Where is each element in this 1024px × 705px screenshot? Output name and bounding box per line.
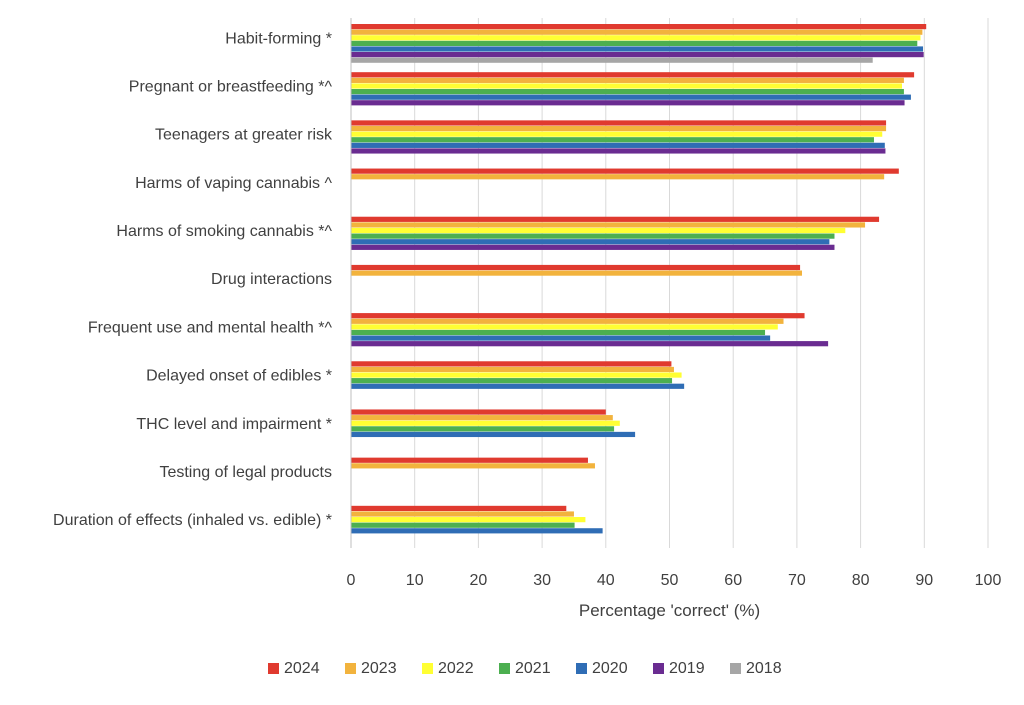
x-tick-label: 60 [724,572,742,589]
bar-2019-6 [351,341,829,347]
x-tick-label: 40 [597,572,615,589]
legend-label-2022: 2022 [438,660,474,677]
bar-2022-4 [351,227,846,234]
bar-2023-3 [351,174,885,180]
x-tick-label: 30 [533,572,551,589]
legend-swatch-2021 [499,663,510,674]
bar-2023-2 [351,125,887,132]
bar-2020-6 [351,335,771,341]
bar-2020-10 [351,528,603,534]
bar-2021-8 [351,426,615,432]
bar-2024-0 [351,24,927,30]
bar-2020-1 [351,94,911,100]
bar-2022-7 [351,372,682,378]
legend-label-2021: 2021 [515,660,551,677]
bar-2021-10 [351,522,575,528]
bar-layer [351,24,927,534]
legend: 2024 2023 2022 2021 2020 2019 2018 [268,660,782,677]
bar-2024-5 [351,264,801,271]
bar-2022-6 [351,324,778,330]
category-labels: Habit-forming * Pregnant or breastfeeding… [53,30,333,529]
bar-2023-4 [351,222,866,228]
bar-2024-6 [351,313,805,319]
legend-label-2018: 2018 [746,660,782,677]
bar-2024-9 [351,457,588,463]
category-label: Teenagers at greater risk [155,127,333,144]
grid-layer [414,18,989,548]
x-tick-label: 10 [406,572,424,589]
bar-2024-7 [351,361,672,367]
bar-2020-0 [351,46,924,52]
bar-2023-1 [351,77,904,83]
x-tick-label: 80 [852,572,870,589]
bar-2022-10 [351,517,586,523]
bar-2024-3 [351,168,899,174]
bar-2022-0 [351,35,921,41]
category-label: Delayed onset of edibles * [146,368,332,385]
bar-2024-8 [351,409,606,415]
bar-2023-0 [351,29,923,35]
bar-2023-5 [351,270,802,276]
category-label: Duration of effects (inhaled vs. edible)… [53,512,332,529]
bar-2023-7 [351,366,674,373]
bar-2021-7 [351,378,673,384]
legend-swatch-2024 [268,663,279,674]
legend-swatch-2018 [730,663,741,674]
bar-2019-2 [351,148,886,154]
bar-2023-10 [351,511,574,517]
category-label: Harms of vaping cannabis ^ [135,175,332,192]
x-tick-label: 70 [788,572,806,589]
bar-2020-8 [351,431,636,438]
bar-2019-4 [351,244,835,250]
x-tick-label: 90 [915,572,933,589]
bar-2023-6 [351,318,784,324]
legend-swatch-2023 [345,663,356,674]
bar-2023-8 [351,415,613,421]
x-tick-label: 50 [661,572,679,589]
bar-2021-2 [351,137,874,143]
x-axis-title: Percentage 'correct' (%) [579,601,760,620]
legend-swatch-2019 [653,663,664,674]
legend-label-2023: 2023 [361,660,397,677]
bar-2024-2 [351,120,887,126]
bar-2024-1 [351,72,915,78]
category-label: THC level and impairment * [136,416,332,433]
bar-2019-0 [351,52,924,58]
bar-2021-4 [351,233,835,239]
bar-2022-2 [351,131,883,137]
legend-label-2020: 2020 [592,660,628,677]
category-label: Harms of smoking cannabis *^ [116,223,332,240]
bar-2020-7 [351,383,685,389]
bar-2020-2 [351,142,885,148]
bar-2019-1 [351,100,905,106]
x-tick-label: 20 [470,572,488,589]
legend-swatch-2022 [422,663,433,674]
legend-swatch-2020 [576,663,587,674]
legend-label-2019: 2019 [669,660,705,677]
category-label: Testing of legal products [159,464,332,481]
bar-2021-0 [351,40,918,46]
bar-2022-1 [351,83,903,89]
bar-2018-0 [351,57,873,63]
bar-2023-9 [351,463,595,469]
x-tick-label: 100 [975,572,1002,589]
category-label: Frequent use and mental health *^ [88,319,333,336]
x-tick-label: 0 [347,572,356,589]
bar-2024-10 [351,505,567,512]
bar-2024-4 [351,216,880,222]
bar-2020-4 [351,239,830,245]
category-label: Pregnant or breastfeeding *^ [129,78,333,95]
bar-2022-8 [351,420,620,426]
category-label: Habit-forming * [225,30,332,47]
bar-2021-6 [351,329,766,336]
bar-2021-1 [351,88,904,95]
category-label: Drug interactions [211,271,332,288]
x-tick-labels: 0 10 20 30 40 50 60 70 80 90 100 [347,572,1002,589]
legend-label-2024: 2024 [284,660,320,677]
